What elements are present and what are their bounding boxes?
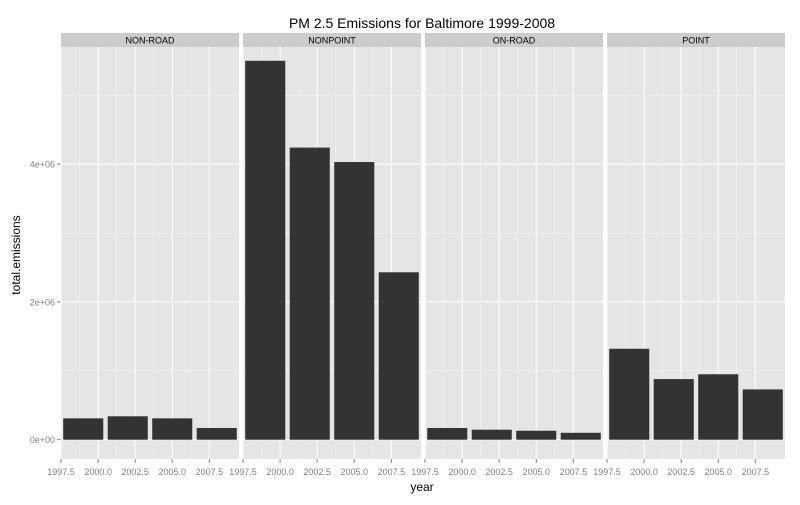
panel-background [61,47,239,459]
facet-strip-label: ON-ROAD [493,36,536,46]
x-tick-label: 2000.0 [630,467,658,477]
x-tick-label: 2000.0 [448,467,476,477]
bar [560,432,601,440]
bar [742,389,783,440]
bar [516,430,557,440]
x-tick-label: 1997.5 [47,467,75,477]
y-tick-label: 0e+00 [30,435,55,445]
x-tick-label: 2005.0 [340,467,368,477]
facet-panel: NON-ROAD 1997.5 2000.0 2002.5 2005.0 2007.5 [47,33,239,477]
facet-panel: NONPOINT 1997.5 2000.0 2002.5 2005.0 2007.5 [229,33,421,477]
x-tick-label: 2005.0 [704,467,732,477]
facet-panel: POINT 1997.5 2000.0 2002.5 2005.0 2007.5 [593,33,785,477]
x-axis-label: year [410,480,433,494]
x-tick-label: 2002.5 [667,467,695,477]
facet-strip-label: POINT [682,36,710,46]
bar [196,427,237,440]
facet-strip [243,33,421,47]
x-tick-label: 1997.5 [411,467,439,477]
bar [653,379,694,440]
facet-strip-label: NONPOINT [308,36,356,46]
x-tick-label: 2002.5 [485,467,513,477]
chart-title: PM 2.5 Emissions for Baltimore 1999-2008 [289,15,555,31]
x-tick-label: 2002.5 [303,467,331,477]
y-axis-label: total.emissions [9,215,23,294]
facet-strip [425,33,603,47]
x-tick-label: 2007.5 [196,467,224,477]
bar [245,60,286,440]
x-tick-label: 2007.5 [742,467,770,477]
x-tick-label: 2007.5 [560,467,588,477]
bar [698,374,739,440]
facet-strip [61,33,239,47]
bar [471,429,512,440]
x-tick-label: 2007.5 [378,467,406,477]
facet-strip [607,33,785,47]
x-tick-label: 1997.5 [593,467,621,477]
bar [63,418,104,440]
y-tick-label: 2e+06 [30,297,55,307]
y-tick-label: 4e+06 [30,160,55,170]
x-tick-label: 2000.0 [266,467,294,477]
y-axis-ticks: 0e+00 2e+06 4e+06 [30,160,61,445]
facet-strip-label: NON-ROAD [126,36,175,46]
x-tick-label: 2005.0 [522,467,550,477]
bar [107,416,148,440]
bar [289,147,330,440]
x-tick-label: 2000.0 [84,467,112,477]
x-tick-label: 2005.0 [158,467,186,477]
bar [378,272,419,440]
bar [152,418,193,440]
x-tick-label: 2002.5 [121,467,149,477]
bar [334,162,375,440]
panel-background [425,47,603,459]
facet-panel: ON-ROAD 1997.5 2000.0 2002.5 2005.0 2007.5 [411,33,603,477]
bar [609,348,650,440]
x-tick-label: 1997.5 [229,467,257,477]
bar [427,427,468,440]
